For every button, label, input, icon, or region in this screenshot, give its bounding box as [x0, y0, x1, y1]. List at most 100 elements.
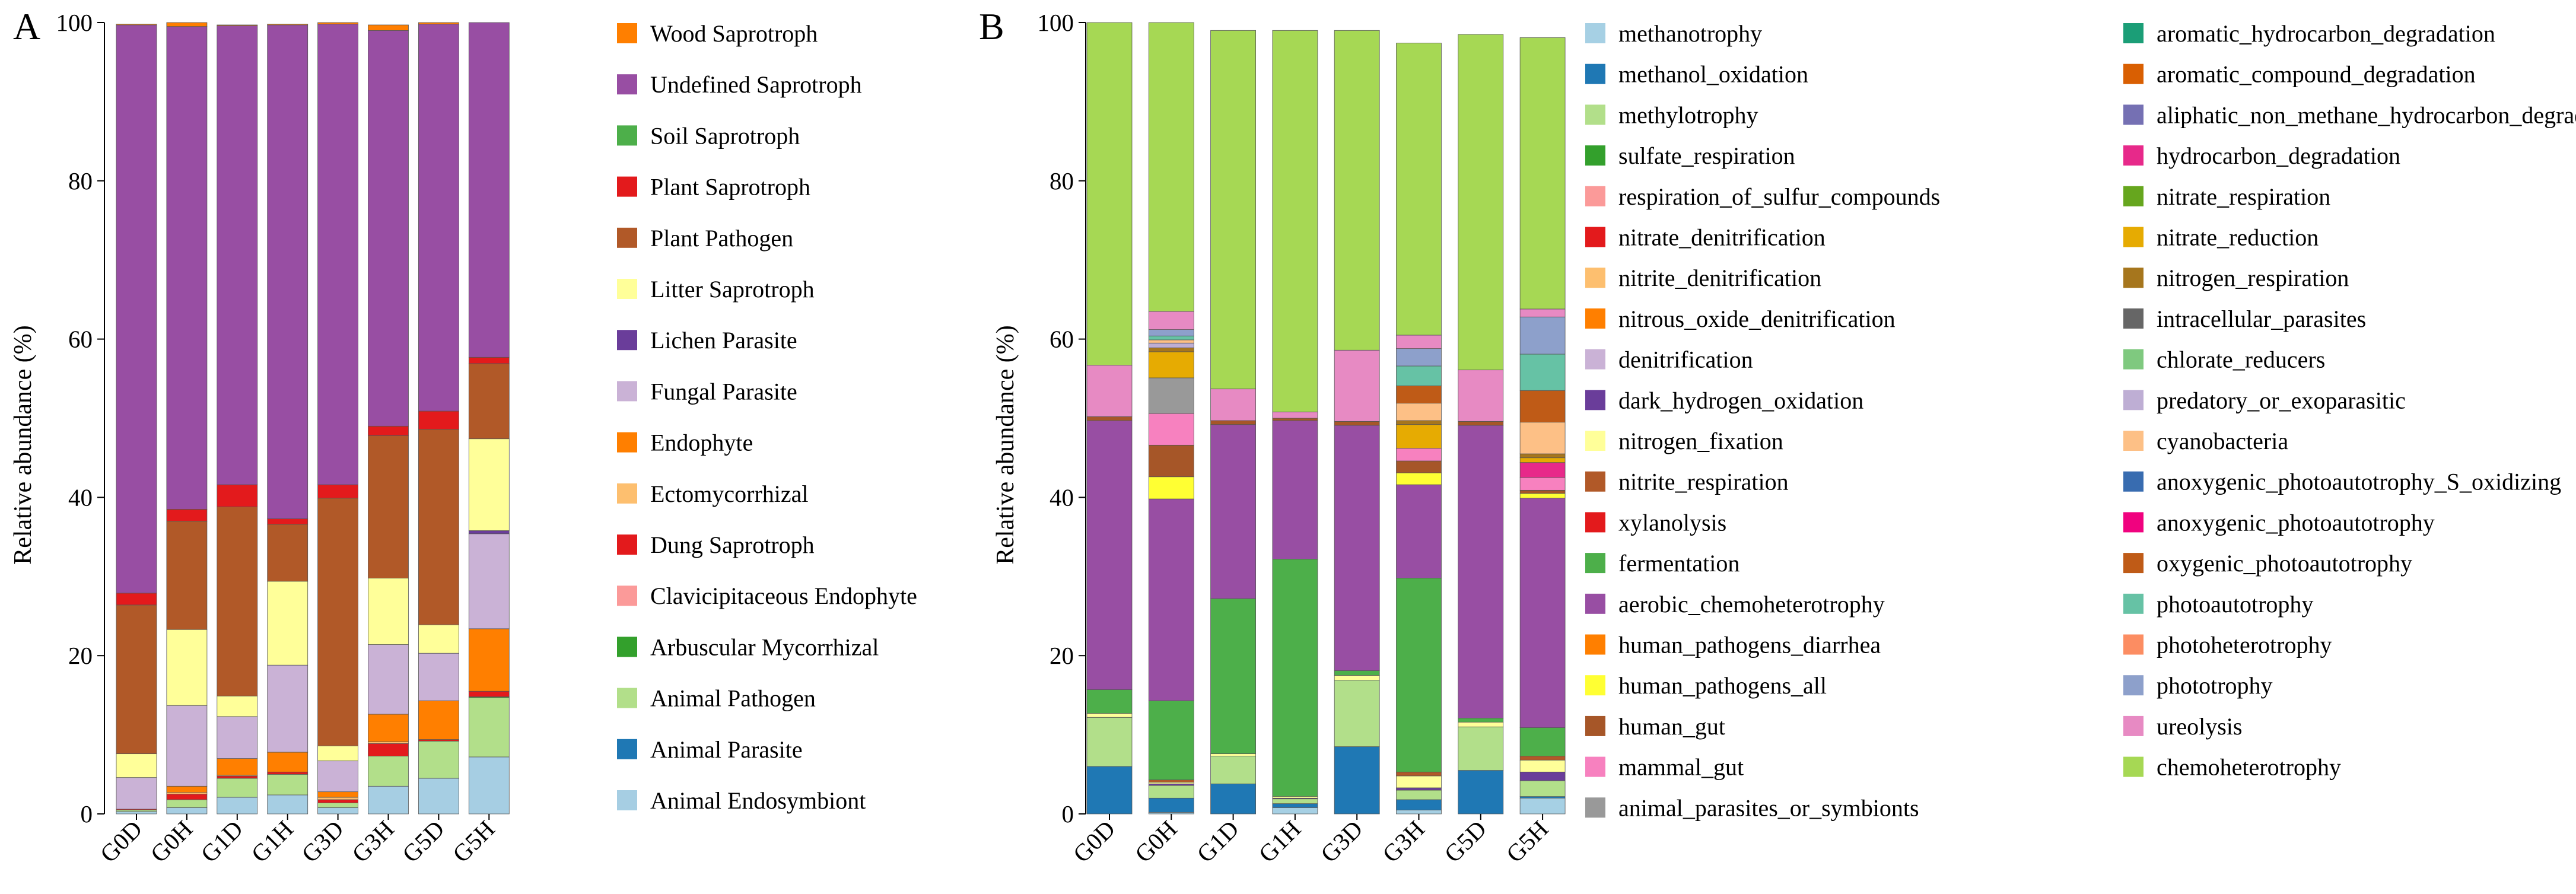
legend-swatch-mammal-gut — [1585, 756, 1605, 777]
bar-segment-g5h-methanol-oxidation — [1519, 796, 1566, 798]
legend-label-nitrate-denitrification: nitrate_denitrification — [1618, 224, 1826, 251]
bar-segment-g5h-dung-saprotroph — [468, 691, 510, 697]
bar-segment-g1d-nitrogen-fixation — [1210, 753, 1256, 757]
bar-segment-g1h-chemoheterotrophy — [1272, 30, 1318, 412]
panel-a-axis: 0 20 40 60 80 100 — [56, 9, 105, 828]
bar-segment-g5d-chemoheterotrophy — [1458, 34, 1504, 371]
panel-b-y-axis-label: Relative abundance (%) — [992, 325, 1019, 564]
legend-swatch-photoheterotrophy — [2123, 634, 2144, 655]
bar-segment-g3h-phototrophy — [1396, 348, 1442, 367]
bar-segment-g3d-human-gut — [1334, 421, 1380, 426]
legend-swatch-oxygenic-photoautotrophy — [2123, 553, 2144, 574]
bar-segment-g0h-fermentation — [1148, 700, 1194, 781]
legend-swatch-methanotrophy — [1585, 23, 1605, 43]
bar-segment-g5d-animal-pathogen — [418, 740, 459, 779]
bar-segment-g3h-human-pathogens-all — [1396, 472, 1442, 485]
legend-label-nitrate-respiration: nitrate_respiration — [2157, 183, 2330, 210]
bar-segment-g0h-phototrophy — [1148, 329, 1194, 336]
legend-swatch-chlorate-reducers — [2123, 349, 2144, 370]
bar-segment-g0d-plant-pathogen — [116, 605, 157, 755]
bar-segment-g0d-fermentation — [1086, 689, 1133, 714]
bar-segment-g0h-nitrate-reduction — [1148, 351, 1194, 378]
legend-label-animal-parasites-or-symbionts: animal_parasites_or_symbionts — [1618, 794, 1919, 821]
legend-swatch-ureolysis — [2123, 715, 2144, 736]
legend-label-predatory-or-exoparasitic: predatory_or_exoparasitic — [2157, 387, 2406, 413]
bar-segment-g0d-chemoheterotrophy — [1086, 22, 1133, 366]
bar-segment-g0d-undefined-saprotroph — [116, 24, 157, 594]
bar-segment-g0d-nitrogen-fixation — [1086, 713, 1133, 718]
bar-segment-g5h-plant-pathogen — [468, 363, 510, 440]
bar-segment-g5h-mammal-gut — [1519, 477, 1566, 491]
bar-segment-g1d-plant-pathogen — [217, 507, 258, 696]
bar-segment-g5h-fungal-parasite — [468, 533, 510, 629]
bar-segment-g5h-aerobic-chemoheterotrophy — [1519, 498, 1566, 728]
legend-label-respiration-of-sulfur-compounds: respiration_of_sulfur_compounds — [1618, 183, 1940, 210]
y-tick-label: 20 — [1050, 642, 1074, 669]
bar-segment-g3d-chemoheterotrophy — [1334, 30, 1380, 351]
bar-segment-g1d-litter-saprotroph — [217, 695, 258, 717]
bar-segment-g0d-fungal-parasite — [116, 777, 157, 810]
legend-label-soil-saprotroph: Soil Saprotroph — [650, 122, 800, 149]
legend-swatch-methylotrophy — [1585, 104, 1605, 125]
panel-b-bars — [1086, 22, 1566, 815]
legend-swatch-respiration-of-sulfur-compounds — [1585, 186, 1605, 206]
bar-segment-g0d-litter-saprotroph — [116, 753, 157, 778]
legend-label-human-gut: human_gut — [1618, 713, 1725, 740]
bar-segment-g3h-methanotrophy — [1396, 809, 1442, 815]
bar-segment-g0h-animal-parasites-or-symbionts — [1148, 377, 1194, 414]
legend-label-fungal-parasite: Fungal Parasite — [650, 378, 797, 405]
bar-segment-g3d-ectomycorrhizal — [317, 797, 358, 800]
legend-label-undefined-saprotroph: Undefined Saprotroph — [650, 71, 862, 98]
bar-segment-g0h-methanol-oxidation — [1148, 797, 1194, 813]
bar-segment-g5d-fungal-parasite — [418, 653, 459, 701]
bar-segment-g3d-endophyte — [317, 791, 358, 798]
bar-segment-g3h-undefined-saprotroph — [368, 30, 409, 427]
bar-segment-g0h-ectomycorrhizal — [166, 792, 208, 795]
legend-swatch-aromatic-compound-degradation — [2123, 63, 2144, 84]
x-tick-label-g3d: G3D — [296, 815, 349, 868]
legend-label-intracellular-parasites: intracellular_parasites — [2157, 306, 2366, 332]
legend-swatch-undefined-saprotroph — [617, 74, 637, 95]
bar-segment-g0d-ureolysis — [1086, 365, 1133, 417]
legend-swatch-anoxygenic-photoautotrophy-s-oxidizing — [2123, 471, 2144, 492]
bar-segment-g0h-predatory-or-exoparasitic — [1148, 342, 1194, 348]
bar-segment-g5h-phototrophy — [1519, 316, 1566, 355]
bar-segment-g3h-dark-hydrogen-oxidation — [1396, 787, 1442, 791]
bar-segment-g0h-chemoheterotrophy — [1148, 22, 1194, 312]
bar-segment-g3d-plant-pathogen — [317, 498, 358, 746]
legend-label-hydrocarbon-degradation: hydrocarbon_degradation — [2157, 142, 2400, 169]
bar-segment-g3d-nitrogen-fixation — [1334, 675, 1380, 680]
x-tick-label-g0h: G0H — [145, 815, 198, 868]
legend-label-human-pathogens-diarrhea: human_pathogens_diarrhea — [1618, 632, 1881, 658]
legend-label-fermentation: fermentation — [1618, 550, 1739, 577]
bar-segment-g1d-ureolysis — [1210, 389, 1256, 421]
bar-segment-g3d-methanol-oxidation — [1334, 746, 1380, 815]
legend-swatch-ectomycorrhizal — [617, 483, 637, 504]
bar-segment-g5h-methylotrophy — [1519, 780, 1566, 797]
bar-segment-g1d-endophyte — [217, 758, 258, 776]
bar-segment-g1h-endophyte — [267, 752, 309, 772]
bar-segment-g1d-undefined-saprotroph — [217, 25, 258, 485]
bar-segment-g0h-human-gut — [1148, 444, 1194, 478]
y-tick-label: 80 — [68, 167, 93, 195]
bar-segment-g3h-nitrate-reduction — [1396, 424, 1442, 449]
bar-segment-g1h-animal-endosymbiont — [267, 794, 309, 815]
legend-label-aromatic-compound-degradation: aromatic_compound_degradation — [2157, 61, 2476, 88]
bar-segment-g0d-animal-pathogen — [116, 809, 157, 812]
bar-segment-g0h-endophyte — [166, 785, 208, 793]
bar-segment-g3d-animal-pathogen — [317, 802, 358, 808]
bar-segment-g5h-animal-pathogen — [468, 697, 510, 758]
panel-b-x-ticks: G0D G0H G1D G1H G3D G3H G5D G5H — [1067, 814, 1553, 868]
bar-segment-g0h-photoautotrophy — [1148, 335, 1194, 341]
panel-b-label: B — [979, 5, 1004, 47]
legend-label-nitrate-reduction: nitrate_reduction — [2157, 224, 2319, 251]
legend-swatch-plant-pathogen — [617, 227, 637, 248]
bar-segment-g5d-undefined-saprotroph — [418, 24, 459, 412]
legend-swatch-wood-saprotroph — [617, 23, 637, 43]
legend-label-nitrogen-fixation: nitrogen_fixation — [1618, 428, 1783, 454]
bar-segment-g1h-methanotrophy — [1272, 807, 1318, 815]
bar-segment-g3h-mammal-gut — [1396, 448, 1442, 462]
legend-label-photoheterotrophy: photoheterotrophy — [2157, 632, 2332, 658]
bar-segment-g3h-litter-saprotroph — [368, 578, 409, 645]
